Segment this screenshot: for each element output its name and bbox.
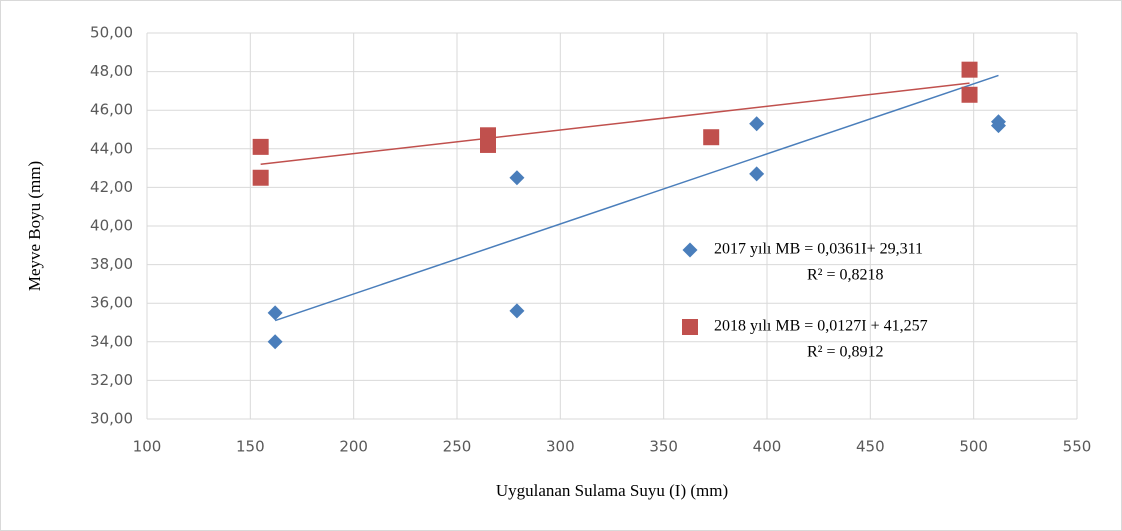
legend-marker xyxy=(682,319,698,335)
legend-label: 2017 yılı MB = 0,0361I+ 29,311 xyxy=(714,241,923,258)
x-tick-label: 100 xyxy=(133,438,162,456)
trend-line xyxy=(260,82,970,165)
y-tick-label: 40,00 xyxy=(90,217,133,235)
x-tick-label: 300 xyxy=(546,438,575,456)
y-tick-label: 36,00 xyxy=(90,294,133,312)
y-tick-label: 42,00 xyxy=(90,178,133,196)
y-tick-label: 50,00 xyxy=(90,24,133,42)
point xyxy=(703,129,720,146)
point xyxy=(252,169,269,186)
point xyxy=(480,136,496,153)
point xyxy=(252,138,269,155)
x-tick-label: 400 xyxy=(753,438,782,456)
point xyxy=(961,61,978,78)
x-axis-title: Uygulanan Sulama Suyu (I) (mm) xyxy=(496,481,728,500)
y-tick-label: 38,00 xyxy=(90,255,133,273)
point xyxy=(749,116,765,132)
x-tick-label: 250 xyxy=(443,438,472,456)
x-tick-label: 550 xyxy=(1063,438,1092,456)
x-tick-label: 200 xyxy=(339,438,368,456)
point xyxy=(749,166,765,182)
point xyxy=(990,118,1006,134)
point xyxy=(509,303,525,319)
y-tick-label: 46,00 xyxy=(90,101,133,119)
y-tick-label: 48,00 xyxy=(90,62,133,80)
legend-label: 2018 yılı MB = 0,0127I + 41,257 xyxy=(714,318,928,335)
point xyxy=(267,334,283,350)
point xyxy=(509,170,525,186)
point xyxy=(267,305,283,321)
x-tick-label: 350 xyxy=(649,438,678,456)
x-tick-label: 500 xyxy=(959,438,988,456)
y-tick-label: 30,00 xyxy=(90,410,133,428)
y-tick-label: 34,00 xyxy=(90,332,133,350)
x-tick-label: 150 xyxy=(236,438,265,456)
annotation: R² = 0,8218 xyxy=(807,267,884,284)
x-tick-label: 450 xyxy=(856,438,885,456)
point xyxy=(961,86,978,103)
y-axis-title: Meyve Boyu (mm) xyxy=(25,161,44,291)
y-tick-label: 32,00 xyxy=(90,371,133,389)
annotation: R² = 0,8912 xyxy=(807,344,884,361)
legend-marker xyxy=(682,242,698,258)
y-tick-label: 44,00 xyxy=(90,139,133,157)
trend-line xyxy=(274,74,999,322)
